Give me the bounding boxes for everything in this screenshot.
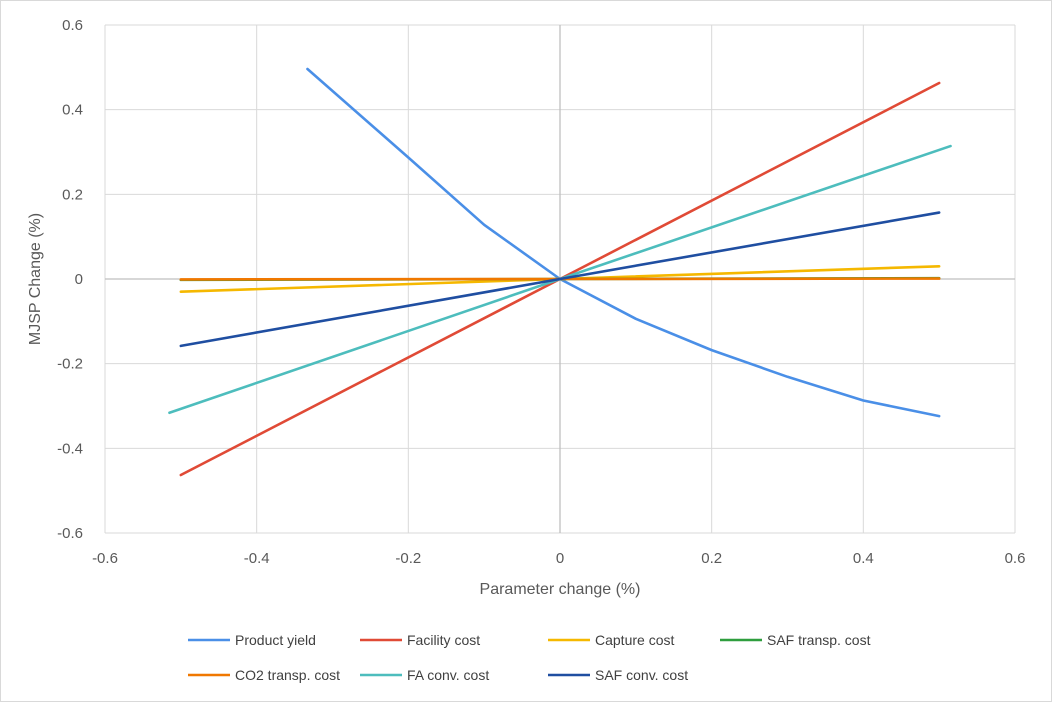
y-tick-label: -0.4 (57, 440, 83, 457)
legend-label: FA conv. cost (407, 667, 489, 683)
y-tick-label: -0.6 (57, 525, 83, 542)
y-tick-label: 0.4 (62, 102, 83, 119)
legend-label: Product yield (235, 632, 316, 648)
legend: Product yield Facility cost Capture cost SA… (188, 632, 871, 683)
legend-label: CO2 transp. cost (235, 667, 340, 683)
series-line-saf-conv-cost (179, 211, 941, 348)
legend-item: Capture cost (548, 632, 674, 648)
x-axis-title: Parameter change (%) (480, 581, 641, 598)
x-tick-label: -0.6 (92, 550, 118, 567)
x-tick-label: -0.4 (244, 550, 270, 567)
legend-item: SAF conv. cost (548, 667, 688, 683)
y-axis-title: MJSP Change (%) (27, 213, 44, 345)
x-tick-label: 0.4 (853, 550, 874, 567)
y-tick-label: 0.6 (62, 17, 83, 34)
legend-label: SAF conv. cost (595, 667, 688, 683)
x-tick-label: -0.2 (395, 550, 421, 567)
series-line-product-yield (306, 67, 941, 418)
legend-item: FA conv. cost (360, 667, 489, 683)
x-tick-label: 0.6 (1005, 550, 1026, 567)
legend-item: Product yield (188, 632, 316, 648)
y-tick-label: -0.2 (57, 356, 83, 373)
legend-item: CO2 transp. cost (188, 667, 340, 683)
x-tick-label: 0 (556, 550, 564, 567)
legend-item: SAF transp. cost (720, 632, 871, 648)
legend-label: SAF transp. cost (767, 632, 871, 648)
x-tick-label: 0.2 (701, 550, 722, 567)
legend-label: Capture cost (595, 632, 674, 648)
y-tick-label: 0 (75, 271, 83, 288)
legend-label: Facility cost (407, 632, 480, 648)
series-lines (168, 67, 952, 477)
legend-item: Facility cost (360, 632, 480, 648)
y-tick-label: 0.2 (62, 186, 83, 203)
tick-labels: -0.6 -0.4 -0.2 0 0.2 0.4 0.6 -0.6 -0.4 -0.2 0 0.2 0.… (57, 17, 1025, 567)
